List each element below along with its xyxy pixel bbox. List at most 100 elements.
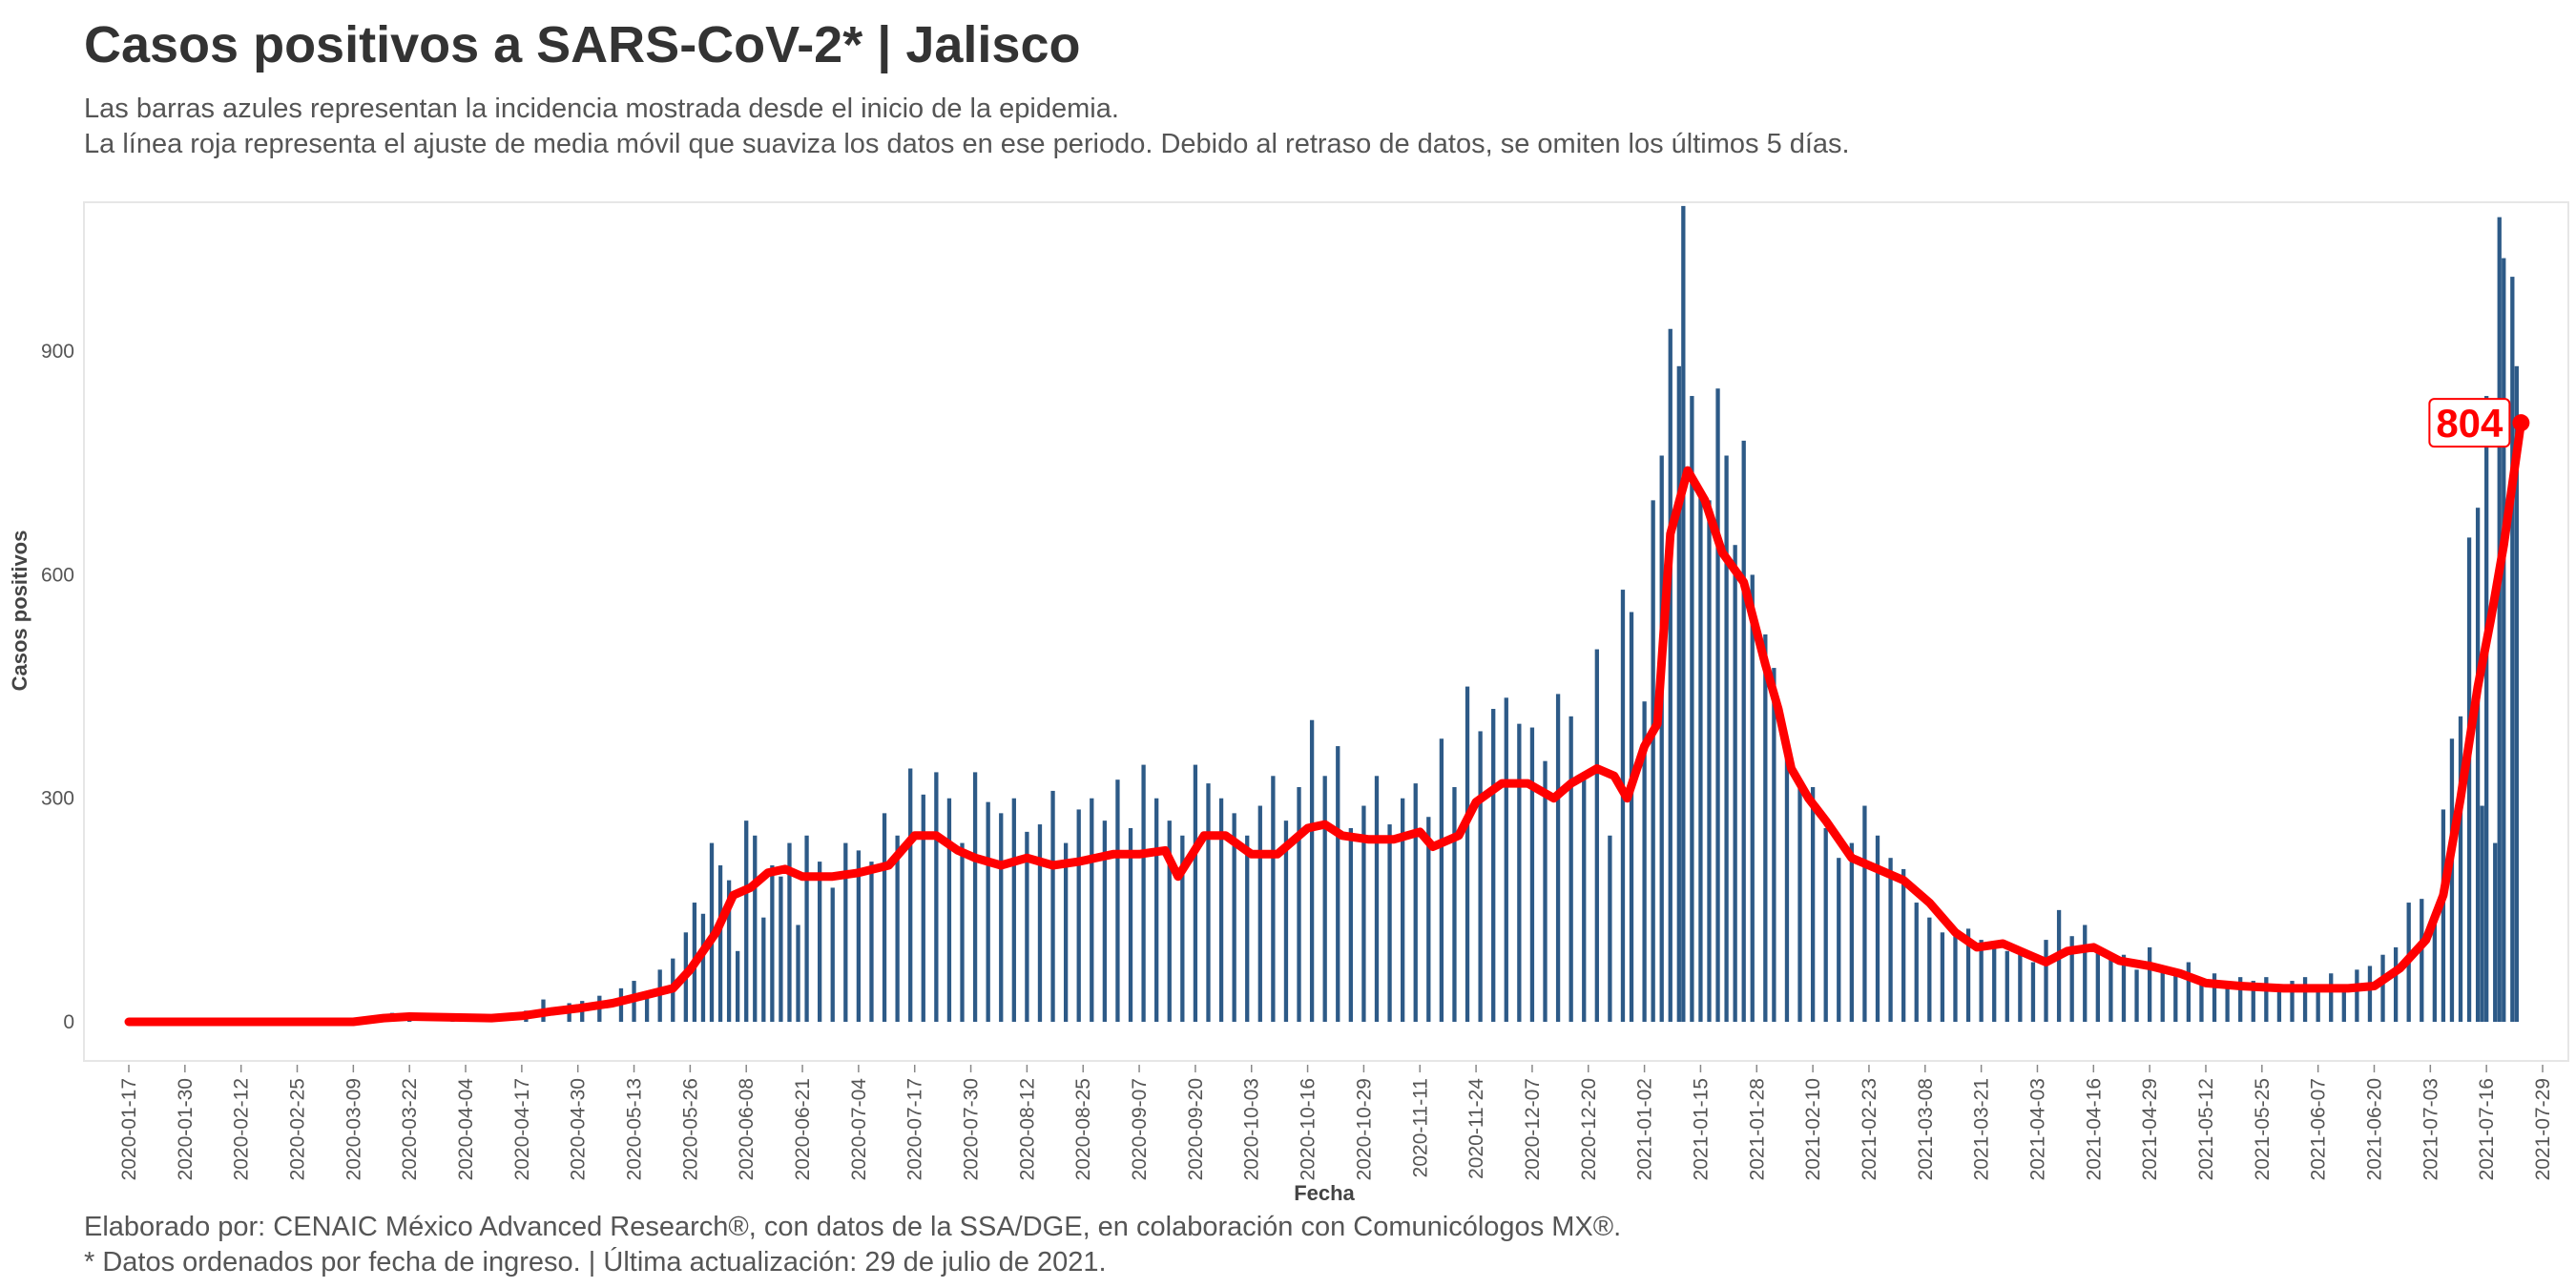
bar: [1374, 776, 1380, 1022]
x-tick-label: 2021-03-21: [1971, 1078, 1993, 1180]
bar: [2238, 977, 2243, 1022]
bar: [1715, 388, 1720, 1022]
bar: [2173, 969, 2178, 1022]
bar: [726, 880, 732, 1022]
bar: [830, 887, 835, 1022]
bar: [2134, 969, 2139, 1022]
x-tick-label: 2020-09-07: [1129, 1078, 1151, 1180]
bar: [960, 842, 965, 1022]
bar: [2290, 981, 2295, 1022]
bar: [1543, 760, 1548, 1022]
bar: [2341, 987, 2346, 1022]
bar: [2056, 909, 2062, 1022]
x-tick-label: 2020-10-29: [1353, 1078, 1375, 1180]
x-tick-label: 2020-10-03: [1241, 1078, 1263, 1180]
bar: [2095, 946, 2100, 1022]
bar: [2493, 842, 2498, 1022]
x-tick-label: 2021-04-16: [2083, 1078, 2105, 1180]
moving-average-line: [124, 418, 2525, 1027]
y-tick-label: 300: [41, 788, 74, 810]
x-tick-label: 2020-04-04: [455, 1078, 477, 1181]
x-tick-label: 2021-05-12: [2195, 1078, 2217, 1180]
bar: [1555, 694, 1561, 1022]
x-tick-label: 2020-04-30: [568, 1078, 590, 1180]
chart-title: Casos positivos a SARS-CoV-2* | Jalisco: [84, 16, 1081, 73]
x-tick-label: 2020-10-16: [1298, 1078, 1319, 1180]
x-tick-label: 2021-01-15: [1690, 1078, 1712, 1180]
last-value-label: 804: [2436, 401, 2503, 446]
bar: [1063, 842, 1069, 1022]
bar: [1784, 753, 1790, 1022]
bar: [2212, 973, 2217, 1022]
bar: [1707, 500, 1712, 1022]
bar: [1992, 946, 1997, 1022]
bar: [1309, 719, 1315, 1022]
bar: [644, 991, 650, 1022]
x-tick-label: 2020-09-20: [1185, 1078, 1207, 1180]
caption-line-1: Elaborado por: CENAIC México Advanced Re…: [84, 1212, 1622, 1242]
y-axis: 0 300 600 900: [41, 341, 74, 1033]
x-axis-title: Fecha: [1294, 1181, 1355, 1205]
bar: [2186, 962, 2192, 1022]
bar: [736, 950, 740, 1022]
bar: [1025, 831, 1029, 1022]
x-tick-label: 2021-06-07: [2308, 1078, 2330, 1180]
bar: [2480, 805, 2484, 1022]
bar: [1491, 709, 1496, 1022]
x-tick-label: 2020-01-17: [118, 1078, 140, 1180]
bar: [1681, 205, 1686, 1022]
last-value-annotation: 804: [2428, 398, 2530, 448]
x-tick-label: 2020-05-13: [624, 1078, 646, 1180]
bar: [818, 862, 822, 1022]
bar: [1465, 686, 1470, 1022]
bar: [2355, 969, 2359, 1022]
bar: [1361, 805, 1366, 1022]
bar: [2432, 917, 2438, 1022]
bar: [1232, 813, 1236, 1022]
bar: [946, 798, 952, 1022]
x-tick-label: 2021-07-16: [2476, 1078, 2498, 1180]
bar: [882, 813, 887, 1022]
bar: [1297, 787, 1301, 1022]
caption-line-2: * Datos ordenados por fecha de ingreso. …: [84, 1247, 1107, 1278]
bar: [2514, 365, 2519, 1022]
bar: [1167, 821, 1172, 1022]
x-tick-label: 2020-07-30: [961, 1078, 983, 1180]
bar: [1401, 798, 1405, 1022]
bar: [779, 876, 783, 1022]
bar: [2367, 966, 2373, 1022]
bar: [1011, 798, 1016, 1022]
x-tick-label: 2021-03-08: [1915, 1078, 1937, 1180]
bar: [1504, 697, 1508, 1022]
x-tick-label: 2020-11-24: [1465, 1078, 1487, 1179]
bar: [1128, 827, 1133, 1022]
bar: [2018, 954, 2023, 1022]
bar: [1180, 835, 1185, 1022]
bar: [1439, 738, 1444, 1022]
bar: [1141, 764, 1146, 1022]
bar: [1888, 858, 1893, 1022]
bar: [1478, 731, 1483, 1022]
bar: [986, 801, 990, 1022]
x-tick-label: 2021-06-20: [2363, 1078, 2385, 1180]
bar: [2044, 940, 2048, 1022]
bar: [1914, 903, 1919, 1022]
bar: [2199, 981, 2204, 1022]
bar: [804, 835, 809, 1022]
x-tick-label: 2020-12-07: [1522, 1078, 1544, 1180]
bar: [1090, 798, 1094, 1022]
bar: [1452, 787, 1457, 1022]
bar: [761, 917, 766, 1022]
x-tick-label: 2021-01-02: [1634, 1078, 1656, 1180]
bar: [2276, 984, 2282, 1022]
bar: [2441, 809, 2446, 1022]
bar: [1076, 809, 1081, 1022]
bar: [1517, 723, 1522, 1022]
plot-panel-border: [83, 201, 2569, 1062]
bar: [1387, 824, 1392, 1022]
bar: [1608, 835, 1612, 1022]
x-tick-label: 2020-06-08: [736, 1078, 758, 1180]
bar: [1568, 716, 1573, 1022]
bar: [2458, 716, 2463, 1022]
bar: [2264, 977, 2269, 1022]
